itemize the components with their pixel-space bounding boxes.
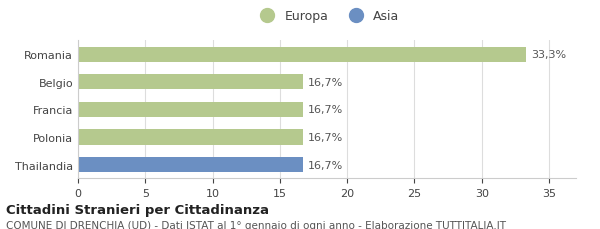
Legend: Europa, Asia: Europa, Asia <box>250 5 404 28</box>
Text: COMUNE DI DRENCHIA (UD) - Dati ISTAT al 1° gennaio di ogni anno - Elaborazione T: COMUNE DI DRENCHIA (UD) - Dati ISTAT al … <box>6 220 506 229</box>
Text: 16,7%: 16,7% <box>308 132 343 142</box>
Text: 33,3%: 33,3% <box>532 50 567 60</box>
Text: 16,7%: 16,7% <box>308 160 343 170</box>
Text: 16,7%: 16,7% <box>308 105 343 115</box>
Bar <box>78 130 303 145</box>
Bar <box>78 102 303 117</box>
Text: 16,7%: 16,7% <box>308 77 343 87</box>
Text: Cittadini Stranieri per Cittadinanza: Cittadini Stranieri per Cittadinanza <box>6 203 269 216</box>
Bar <box>78 157 303 172</box>
Bar <box>78 75 303 90</box>
Bar <box>78 47 526 63</box>
